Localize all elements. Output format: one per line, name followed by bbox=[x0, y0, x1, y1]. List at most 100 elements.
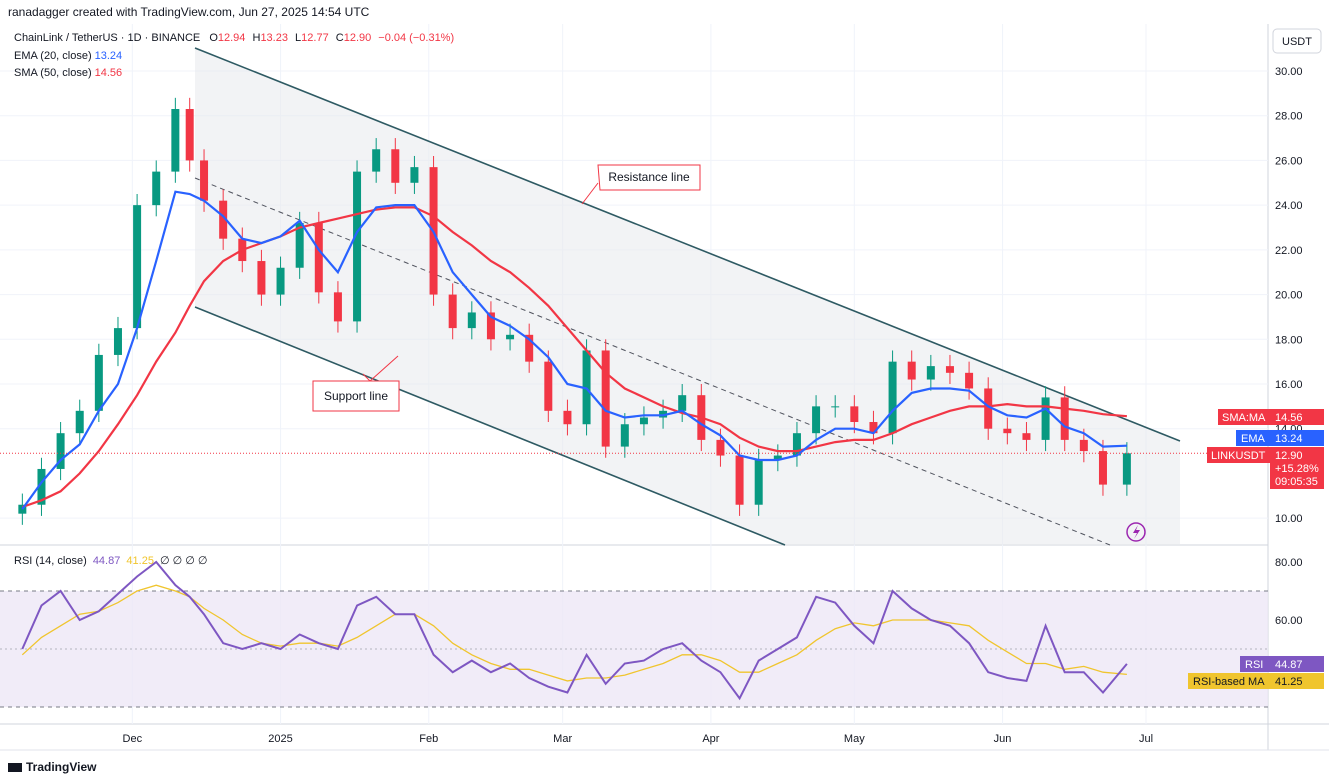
change-value: −0.04 (−0.31%) bbox=[378, 32, 455, 44]
support-line[interactable] bbox=[194, 306, 786, 546]
candle bbox=[563, 399, 572, 436]
candle bbox=[907, 350, 916, 391]
sma-legend[interactable]: SMA (50, close) 14.56 bbox=[14, 67, 123, 79]
svg-text:09:05:35: 09:05:35 bbox=[1275, 476, 1318, 488]
price-tick-label: 28.00 bbox=[1275, 111, 1303, 123]
symbol-title: ChainLink / TetherUS · 1D · BINANCE bbox=[14, 32, 201, 44]
ema-tag: EMA 13.24 bbox=[1236, 430, 1324, 446]
sma-tag: SMA:MA 14.56 bbox=[1218, 409, 1324, 425]
rsi-tick-label: 80.00 bbox=[1275, 557, 1303, 569]
currency-button[interactable]: USDT bbox=[1272, 28, 1322, 54]
price-tick-label: 10.00 bbox=[1275, 513, 1303, 525]
time-label: Apr bbox=[702, 733, 719, 745]
candle bbox=[831, 395, 840, 418]
candle bbox=[945, 354, 954, 384]
currency-label: USDT bbox=[1282, 36, 1312, 48]
candle bbox=[926, 354, 935, 391]
candle bbox=[582, 339, 591, 436]
time-label: Jun bbox=[994, 733, 1012, 745]
low-value: 12.77 bbox=[301, 32, 329, 44]
candle bbox=[133, 193, 142, 340]
candle bbox=[185, 97, 194, 172]
candle bbox=[448, 283, 457, 340]
price-axis[interactable]: 30.00 28.00 26.00 24.00 22.00 20.00 18.00 16.00… bbox=[1275, 66, 1303, 525]
candle bbox=[467, 301, 476, 340]
price-tick-label: 30.00 bbox=[1275, 66, 1303, 78]
candle bbox=[984, 377, 993, 440]
rsi-legend-extra: ∅ ∅ ∅ ∅ bbox=[160, 555, 208, 567]
candle bbox=[1098, 439, 1107, 496]
svg-text:44.87: 44.87 bbox=[1275, 659, 1303, 671]
close-value: 12.90 bbox=[343, 32, 372, 44]
candle bbox=[37, 457, 46, 516]
candle bbox=[888, 350, 897, 445]
svg-text:RSI-based MA: RSI-based MA bbox=[1193, 676, 1265, 688]
time-label: Feb bbox=[419, 733, 438, 745]
ema-line bbox=[21, 190, 1127, 510]
time-label: May bbox=[844, 733, 865, 745]
channel-fill bbox=[195, 48, 1180, 545]
candle bbox=[639, 406, 648, 436]
candle bbox=[295, 211, 304, 279]
time-label: 2025 bbox=[268, 733, 292, 745]
price-tick-label: 26.00 bbox=[1275, 155, 1303, 167]
candle bbox=[506, 323, 515, 351]
price-tick-label: 24.00 bbox=[1275, 200, 1303, 212]
ema-legend[interactable]: EMA (20, close) 13.24 bbox=[14, 50, 123, 62]
candle bbox=[544, 350, 553, 423]
candle bbox=[525, 323, 534, 373]
candle bbox=[965, 361, 974, 400]
candle bbox=[1041, 386, 1050, 452]
time-label: Dec bbox=[123, 733, 143, 745]
ema-legend-value: 13.24 bbox=[94, 50, 123, 62]
price-tick-label: 16.00 bbox=[1275, 379, 1303, 391]
rsi-tag: RSI 44.87 bbox=[1240, 656, 1324, 672]
resistance-callout[interactable]: Resistance line bbox=[581, 164, 701, 205]
candle bbox=[113, 316, 122, 367]
svg-text:RSI: RSI bbox=[1245, 659, 1263, 671]
resistance-label: Resistance line bbox=[608, 170, 690, 184]
resistance-line[interactable] bbox=[194, 47, 1181, 442]
svg-text:14.56: 14.56 bbox=[1275, 412, 1303, 424]
rsi-axis[interactable]: 80.00 60.00 bbox=[1275, 557, 1303, 627]
support-label: Support line bbox=[324, 389, 388, 403]
sma-line bbox=[21, 206, 1127, 509]
candle bbox=[410, 155, 419, 194]
time-axis[interactable]: Dec 2025 Feb Mar Apr May Jun Jul bbox=[123, 733, 1153, 745]
rsi-legend[interactable]: RSI (14, close) 44.87 41.25 ∅ ∅ ∅ ∅ bbox=[14, 555, 208, 567]
tradingview-logo[interactable]: TradingView bbox=[8, 760, 96, 774]
candle bbox=[314, 211, 323, 304]
candle bbox=[219, 189, 228, 250]
open-value: 12.94 bbox=[217, 32, 246, 44]
candle bbox=[620, 413, 629, 458]
candle bbox=[333, 281, 342, 333]
candle bbox=[276, 256, 285, 306]
rsi-legend-value: 44.87 bbox=[92, 555, 121, 567]
symbol-price-tag: LINKUSDT 12.90 +15.28% 09:05:35 bbox=[1207, 447, 1324, 489]
svg-text:EMA: EMA bbox=[1241, 433, 1266, 445]
channel-median-line[interactable] bbox=[194, 177, 1111, 546]
svg-text:12.90: 12.90 bbox=[1275, 450, 1303, 462]
candles-layer bbox=[18, 97, 1131, 525]
candle bbox=[1060, 386, 1069, 452]
svg-text:41.25: 41.25 bbox=[1275, 676, 1303, 688]
rsi-tick-label: 60.00 bbox=[1275, 615, 1303, 627]
flash-icon[interactable] bbox=[1126, 522, 1146, 542]
svg-text:+15.28%: +15.28% bbox=[1275, 463, 1319, 475]
svg-text:13.24: 13.24 bbox=[1275, 433, 1303, 445]
candle bbox=[171, 97, 180, 183]
candle bbox=[75, 399, 84, 445]
candle bbox=[812, 395, 821, 445]
symbol-legend[interactable]: ChainLink / TetherUS · 1D · BINANCE O12.… bbox=[14, 32, 455, 44]
candle bbox=[678, 384, 687, 423]
candle bbox=[850, 395, 859, 434]
sma-legend-value: 14.56 bbox=[94, 67, 123, 79]
candle bbox=[792, 422, 801, 467]
candle bbox=[486, 301, 495, 351]
candle bbox=[1122, 442, 1131, 496]
candle bbox=[601, 339, 610, 458]
support-callout[interactable]: Support line bbox=[312, 355, 400, 412]
candle bbox=[152, 160, 161, 217]
price-tick-label: 22.00 bbox=[1275, 245, 1303, 257]
